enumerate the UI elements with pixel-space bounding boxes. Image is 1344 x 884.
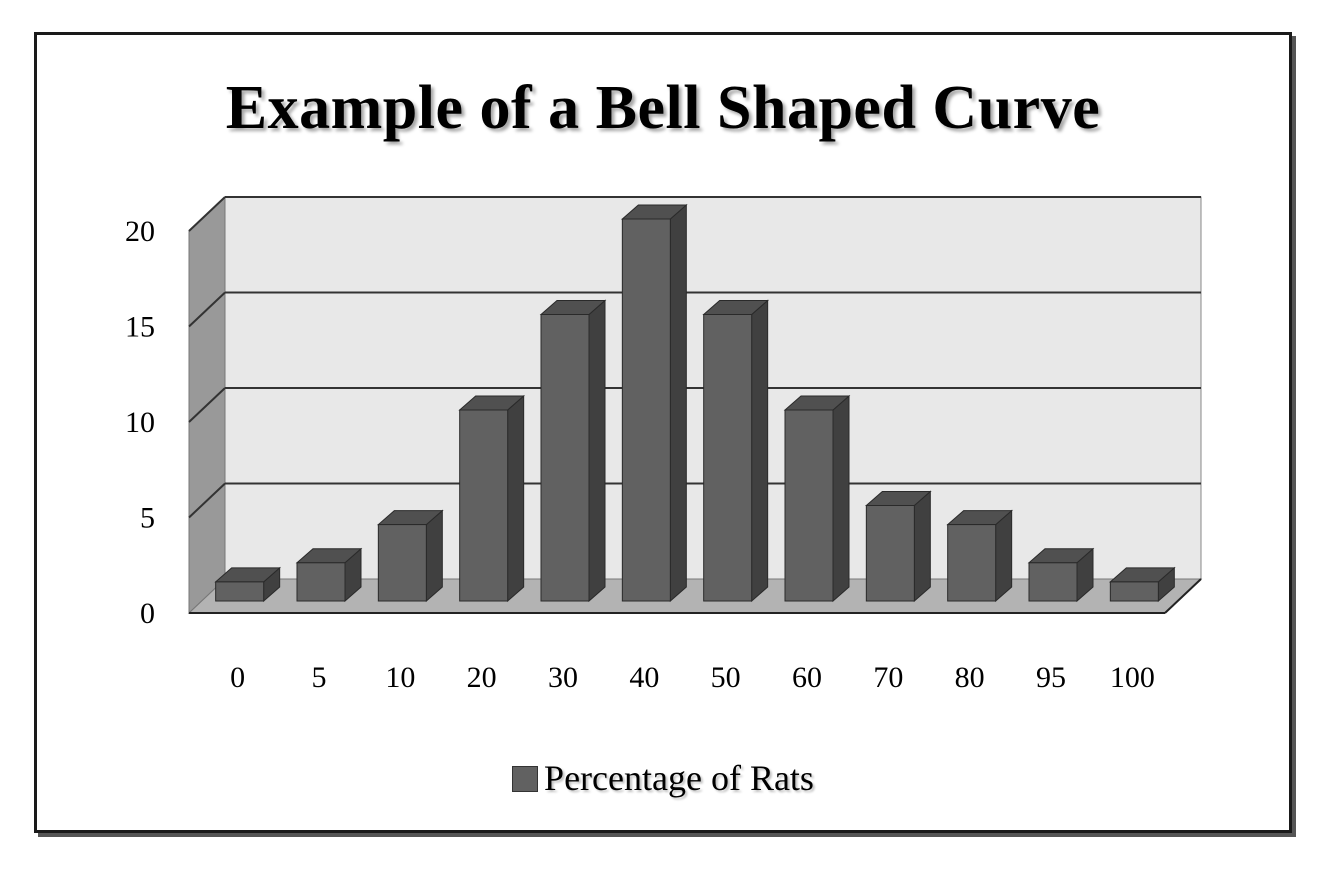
bar [296,562,346,602]
bar-side [425,509,443,603]
gridline-side [188,482,226,519]
x-tick-label: 40 [629,661,659,694]
y-tick-label: 5 [140,502,155,535]
bar-side [751,299,769,603]
x-tick-label: 100 [1110,661,1155,694]
x-tick-label: 95 [1036,661,1066,694]
bar [540,314,590,602]
x-tick-label: 5 [312,661,327,694]
x-tick-label: 30 [548,661,578,694]
bar-side [832,394,850,603]
bar [947,524,997,602]
legend-swatch [512,765,539,792]
bar [621,218,671,602]
gridline-side [188,387,226,423]
gridline-side [188,196,226,232]
bar-side [507,394,525,603]
x-tick-label: 80 [955,661,985,694]
x-tick-label: 60 [792,661,822,694]
x-tick-label: 20 [467,661,497,694]
chart-title: Example of a Bell Shaped Curve [225,74,1101,142]
y-tick-label: 15 [125,311,155,344]
bar-chart: 0 5 10 15 20 0 5 10 20 30 40 50 60 70 80 95 100 [125,195,1203,694]
gridline-side [188,291,226,328]
bar [1028,562,1078,602]
bar [377,524,427,602]
x-tick-label: 70 [873,661,903,694]
chart-legend: Percentage of Rats [37,757,1289,799]
bar [784,409,834,602]
bar [865,505,915,602]
bar [459,409,509,602]
chart-frame: Example of a Bell Shaped Curve 0 5 10 15 20 0… [34,32,1292,833]
y-tick-label: 20 [125,215,155,248]
bar [703,314,753,602]
bar [1109,581,1159,602]
bar-side [669,203,687,603]
bar-side [588,299,606,603]
x-tick-label: 0 [230,661,245,694]
x-tick-label: 10 [385,661,415,694]
x-tick-label: 50 [711,661,741,694]
floor-edge [1164,578,1202,614]
y-tick-label: 0 [140,597,155,630]
bar-side [995,509,1013,603]
bar [215,581,265,602]
legend-label: Percentage of Rats [544,758,814,798]
bar-side [913,490,931,603]
y-tick-label: 10 [125,406,155,439]
